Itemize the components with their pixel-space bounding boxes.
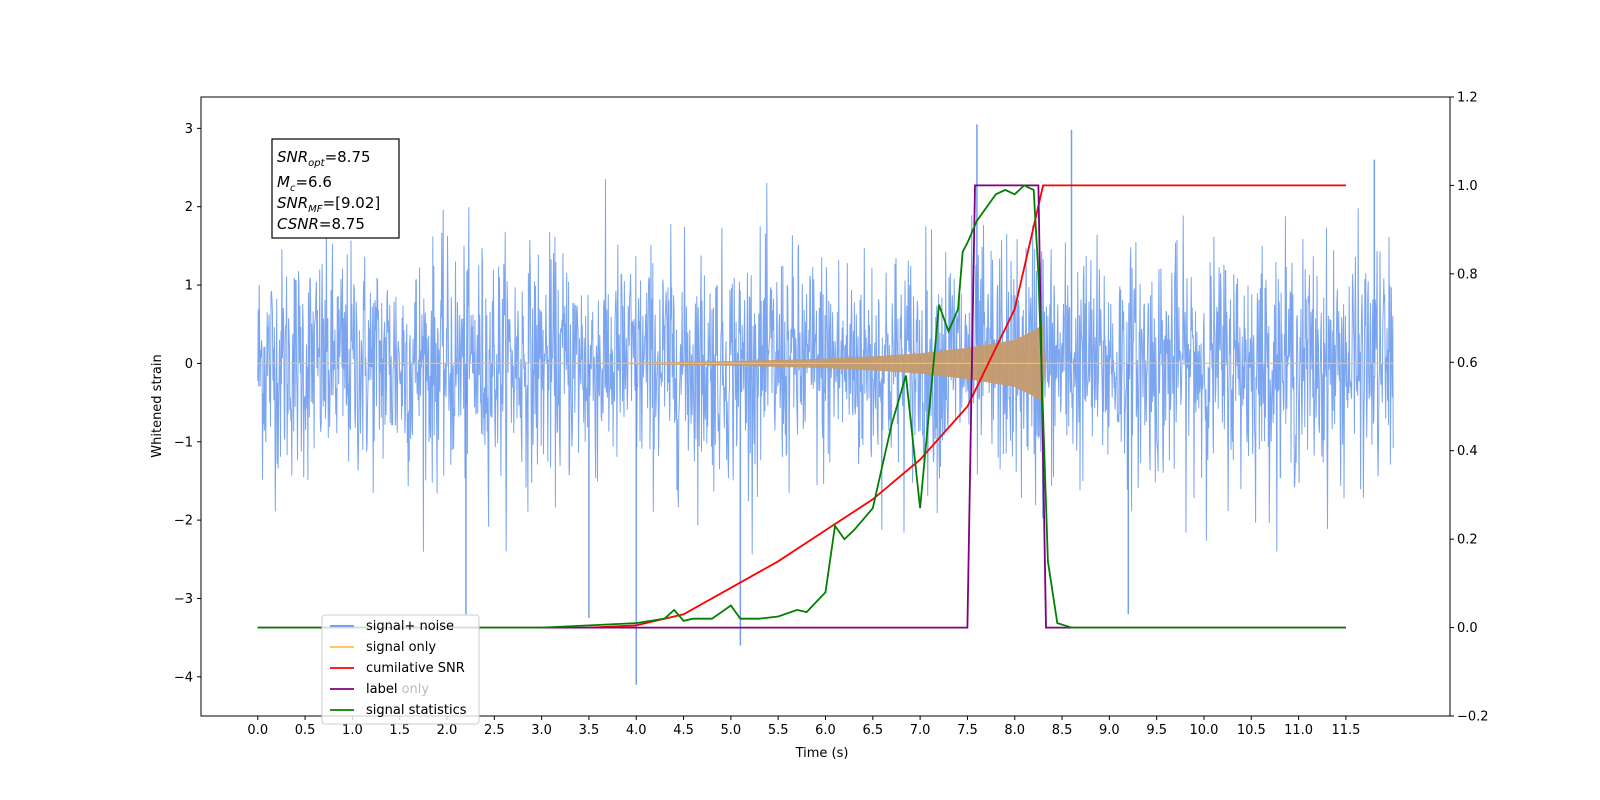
x-tick-label: 2.5 [484,723,505,738]
x-tick-label: 11.0 [1284,723,1313,738]
y-tick-label-right: 0.2 [1457,533,1478,548]
y-tick-label-right: 1.0 [1457,179,1478,194]
legend-label: cumilative SNR [366,661,465,676]
x-tick-label: 11.5 [1331,723,1360,738]
y-tick-label-right: 1.2 [1457,91,1478,106]
y-tick-label-left: 2 [185,200,193,215]
y-tick-label-left: 1 [185,279,193,294]
legend-label: signal+ noise [366,619,454,634]
x-tick-label: 7.5 [957,723,978,738]
y-tick-label-right: 0.8 [1457,267,1478,282]
series-signal-noise-line [257,179,1394,555]
y-axis-right: 1.2 1.0 0.8 0.6 0.4 0.2 0.0 −0.2 [1450,91,1489,725]
legend-ghost-label-only: label only [366,682,429,697]
y-tick-label-right: 0.0 [1457,621,1478,636]
x-axis: 0.0 0.5 1.0 1.5 2.0 2.5 3.0 3.5 4.0 4.5 5.0 5.5 6.0 6… [247,716,1360,738]
x-tick-label: 10.0 [1190,723,1219,738]
x-tick-label: 3.0 [531,723,552,738]
legend-label: signal only [366,640,436,655]
x-tick-label: 1.5 [389,723,410,738]
y-axis-label: Whitened strain [150,354,165,457]
series-cumilative-snr-line [588,184,1346,629]
y-tick-label-left: 3 [185,122,193,137]
x-tick-label: 8.0 [1004,723,1025,738]
annotation-box: SNRopt=8.75 Mc=6.6 SNRMF=[9.02] CSNR=8.7… [271,138,400,239]
x-axis-label: Time (s) [795,746,849,761]
x-tick-label: 5.0 [721,723,742,738]
x-tick-label: 4.5 [673,723,694,738]
annotation-snr-opt: SNRopt=8.75 [277,148,371,169]
annotation-frame [271,138,400,239]
x-tick-label: 1.0 [342,723,363,738]
legend-label: signal statistics [366,703,467,718]
x-tick-label: 9.5 [1146,723,1167,738]
x-tick-label: 0.0 [247,723,268,738]
y-tick-label-right: −0.2 [1457,710,1489,725]
x-tick-label: 2.0 [437,723,458,738]
x-tick-label: 9.0 [1099,723,1120,738]
y-axis-left: 3 2 1 0 −1 −2 −3 −4 [174,122,201,685]
y-tick-label-left: 0 [185,357,193,372]
x-tick-label: 6.5 [862,723,883,738]
x-tick-label: 0.5 [295,723,316,738]
legend-frame [321,614,480,725]
annotation-mc: Mc=6.6 [277,173,332,194]
y-tick-label-right: 0.6 [1457,356,1478,371]
x-tick-label: 7.0 [910,723,931,738]
legend-items: signal+ noise signal only cumilative SNR la… [330,619,467,718]
annotation-snr-mf: SNRMF=[9.02] [277,194,380,215]
x-tick-label: 10.5 [1237,723,1266,738]
y-tick-label-right: 0.4 [1457,444,1478,459]
series-signal-statistics-line [257,184,1346,629]
plot-area [257,124,1394,685]
y-tick-label-left: −4 [174,670,193,685]
legend-label: label [366,682,397,697]
x-tick-label: 5.5 [768,723,789,738]
x-tick-label: 6.0 [815,723,836,738]
x-tick-label: 4.0 [626,723,647,738]
legend: label only signal statistics signal+ noi… [321,614,480,725]
y-tick-label-left: −3 [174,592,193,607]
x-tick-label: 8.5 [1052,723,1073,738]
y-tick-label-left: −1 [174,435,193,450]
legend-ghost-signal-statistics: signal statistics [366,703,467,718]
x-tick-label: 3.5 [579,723,600,738]
y-tick-label-left: −2 [174,514,193,529]
annotation-csnr: CSNR=8.75 [277,215,365,233]
